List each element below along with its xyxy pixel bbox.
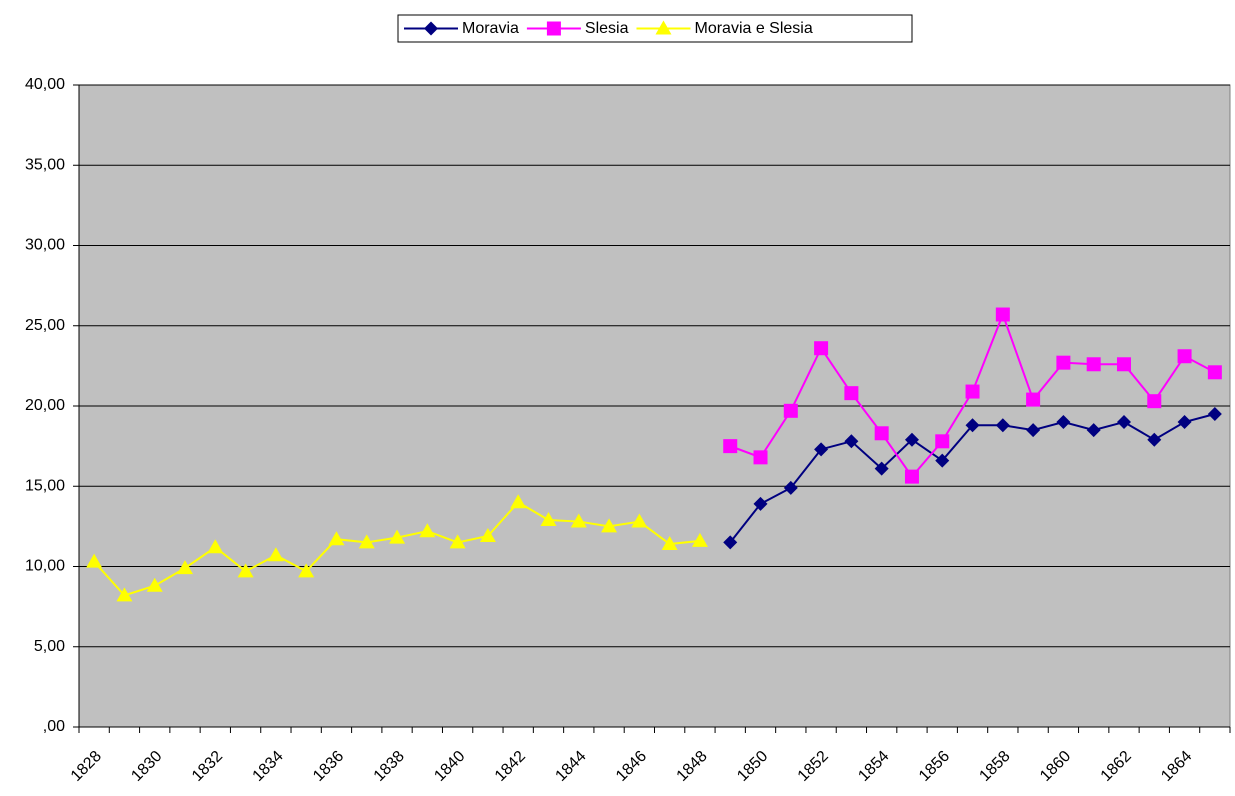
y-tick-label: 35,00 [25,156,65,173]
legend-marker [655,20,672,35]
marker [1086,423,1101,438]
marker [904,469,919,484]
x-tick-label: 1848 [674,748,711,785]
marker [753,450,768,465]
marker [479,528,496,543]
marker [146,577,163,592]
marker [691,532,708,547]
x-tick-label: 1860 [1037,748,1074,785]
y-tick-label: 40,00 [25,76,65,93]
marker [723,439,738,454]
x-tick-label: 1864 [1158,748,1195,785]
marker [753,496,768,511]
x-tick-label: 1846 [613,748,650,785]
marker [1026,392,1041,407]
x-tick-label: 1832 [189,748,226,785]
x-tick-label: 1834 [250,748,287,785]
marker [965,418,980,433]
marker [1086,357,1101,372]
x-tick-label: 1828 [68,748,105,785]
marker [177,560,194,575]
marker [1207,365,1222,380]
marker [1056,415,1071,430]
marker [298,563,315,578]
marker [540,511,557,526]
marker [116,587,133,602]
marker [1177,349,1192,364]
marker [1116,357,1131,372]
x-tick-label: 1852 [795,748,832,785]
marker [419,523,436,538]
marker [1026,423,1041,438]
marker [601,518,618,533]
marker [358,534,375,549]
marker [661,536,678,551]
marker [904,432,919,447]
marker [267,547,284,562]
y-tick-label: 5,00 [34,638,65,655]
marker [1207,407,1222,422]
marker [570,513,587,528]
legend-label: Slesia [585,20,629,37]
marker [207,539,224,554]
marker [1147,394,1162,409]
x-tick-label: 1856 [916,748,953,785]
y-tick-label: 10,00 [25,558,65,575]
x-tick-label: 1830 [128,748,165,785]
marker [328,531,345,546]
x-tick-label: 1858 [976,748,1013,785]
x-tick-label: 1850 [734,748,771,785]
legend-label: Moravia [462,20,519,37]
x-tick-label: 1840 [431,748,468,785]
marker [935,453,950,468]
marker [1056,355,1071,370]
marker [1116,415,1131,430]
marker [783,403,798,418]
y-tick-label: 25,00 [25,317,65,334]
marker [935,434,950,449]
legend-marker [546,21,561,36]
y-tick-label: 15,00 [25,477,65,494]
marker [965,384,980,399]
marker [723,535,738,550]
marker [631,513,648,528]
marker [510,494,527,509]
marker [995,418,1010,433]
y-tick-label: 20,00 [25,397,65,414]
legend-label: Moravia e Slesia [694,20,812,37]
marker [995,307,1010,322]
y-tick-label: ,00 [43,718,65,735]
marker [1147,432,1162,447]
legend-marker [424,21,438,36]
marker [814,341,829,356]
x-tick-label: 1842 [492,748,529,785]
x-tick-label: 1844 [552,748,589,785]
legend: Moravia Slesia Moravia e Slesia [397,14,913,43]
x-tick-label: 1854 [855,748,892,785]
marker [449,534,466,549]
marker [389,529,406,544]
marker [1177,415,1192,430]
marker [844,386,859,401]
marker [237,563,254,578]
marker [844,434,859,449]
marker [86,553,103,568]
marker [783,480,798,495]
x-tick-label: 1838 [371,748,408,785]
marker [874,461,889,476]
marker [874,426,889,441]
y-tick-label: 30,00 [25,237,65,254]
marker [814,442,829,457]
x-tick-label: 1836 [310,748,347,785]
x-tick-label: 1862 [1098,748,1135,785]
